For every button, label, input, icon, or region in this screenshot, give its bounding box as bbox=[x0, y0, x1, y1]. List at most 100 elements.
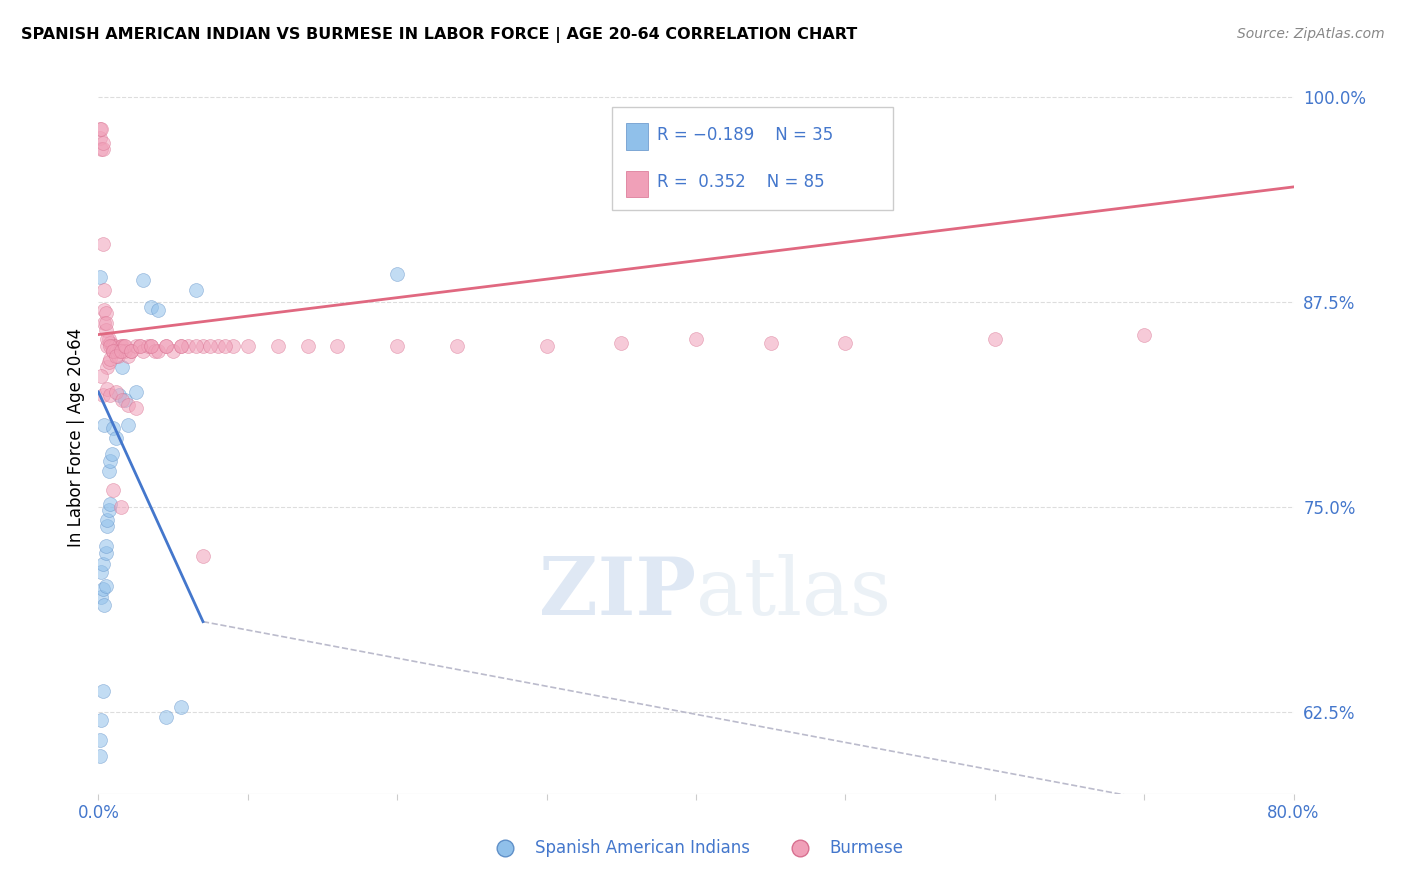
Point bbox=[214, 339, 236, 353]
Point bbox=[89, 122, 111, 136]
Point bbox=[129, 339, 152, 353]
Point bbox=[834, 335, 856, 350]
Point bbox=[111, 360, 134, 375]
Point bbox=[125, 401, 148, 416]
Point bbox=[132, 273, 155, 287]
Point bbox=[111, 339, 134, 353]
Point bbox=[191, 549, 214, 563]
Point bbox=[184, 339, 207, 353]
Text: R =  0.352    N = 85: R = 0.352 N = 85 bbox=[657, 173, 824, 191]
Point bbox=[385, 339, 409, 353]
Point bbox=[90, 590, 112, 604]
Point bbox=[98, 496, 122, 510]
Text: R = −0.189    N = 35: R = −0.189 N = 35 bbox=[657, 126, 832, 144]
Point bbox=[103, 339, 125, 353]
Point bbox=[97, 355, 120, 369]
Point bbox=[236, 339, 259, 353]
Point bbox=[114, 393, 136, 408]
Point bbox=[89, 732, 111, 747]
Point bbox=[110, 343, 132, 358]
Point bbox=[1133, 327, 1156, 342]
Point bbox=[120, 343, 142, 358]
Point bbox=[136, 339, 159, 353]
Point bbox=[184, 283, 207, 297]
Point bbox=[114, 343, 136, 358]
Point bbox=[148, 343, 170, 358]
Point bbox=[96, 382, 118, 396]
Point bbox=[143, 343, 166, 358]
Point bbox=[177, 339, 200, 353]
Point bbox=[91, 136, 114, 150]
Point bbox=[984, 333, 1007, 347]
Point bbox=[110, 339, 132, 353]
Point bbox=[90, 142, 112, 156]
Point bbox=[139, 300, 162, 314]
Point bbox=[90, 368, 112, 383]
Point bbox=[89, 749, 111, 764]
Point bbox=[96, 360, 118, 375]
Point bbox=[155, 339, 177, 353]
Point bbox=[148, 302, 170, 317]
Point bbox=[169, 339, 191, 353]
Point bbox=[93, 283, 115, 297]
Point bbox=[155, 339, 177, 353]
Point bbox=[93, 316, 115, 330]
Text: SPANISH AMERICAN INDIAN VS BURMESE IN LABOR FORCE | AGE 20-64 CORRELATION CHART: SPANISH AMERICAN INDIAN VS BURMESE IN LA… bbox=[21, 27, 858, 43]
Point bbox=[129, 339, 152, 353]
Point bbox=[94, 323, 117, 337]
Point bbox=[101, 447, 124, 461]
Point bbox=[117, 398, 139, 412]
Point bbox=[155, 710, 177, 724]
Point bbox=[326, 339, 349, 353]
Point bbox=[94, 578, 117, 592]
Point bbox=[91, 582, 114, 596]
Point bbox=[97, 333, 120, 347]
Y-axis label: In Labor Force | Age 20-64: In Labor Force | Age 20-64 bbox=[66, 327, 84, 547]
Point bbox=[132, 343, 155, 358]
Point bbox=[385, 267, 409, 281]
Point bbox=[98, 454, 122, 468]
Point bbox=[112, 339, 135, 353]
Point bbox=[169, 339, 191, 353]
Point bbox=[96, 339, 118, 353]
Point bbox=[91, 237, 114, 252]
Point bbox=[90, 122, 112, 136]
Point bbox=[103, 421, 125, 435]
Point bbox=[110, 500, 132, 514]
Point bbox=[207, 339, 229, 353]
Point bbox=[108, 343, 131, 358]
Point bbox=[200, 339, 222, 353]
Point bbox=[446, 339, 468, 353]
Point bbox=[222, 339, 245, 353]
Point bbox=[94, 316, 117, 330]
Point bbox=[191, 339, 214, 353]
Point bbox=[96, 333, 118, 347]
Point bbox=[111, 393, 134, 408]
Point bbox=[98, 335, 122, 350]
Point bbox=[105, 349, 128, 363]
Point bbox=[97, 464, 120, 478]
Point bbox=[93, 417, 115, 432]
Point bbox=[759, 335, 782, 350]
Point bbox=[107, 349, 129, 363]
Point bbox=[91, 683, 114, 698]
Point bbox=[139, 339, 162, 353]
Point bbox=[101, 339, 124, 353]
Point bbox=[96, 519, 118, 533]
Point bbox=[297, 339, 319, 353]
Point bbox=[105, 431, 128, 445]
Point bbox=[162, 343, 184, 358]
Point bbox=[114, 339, 136, 353]
Point bbox=[139, 339, 162, 353]
Point bbox=[96, 513, 118, 527]
Point bbox=[98, 352, 122, 367]
Text: Source: ZipAtlas.com: Source: ZipAtlas.com bbox=[1237, 27, 1385, 41]
Point bbox=[125, 339, 148, 353]
Point bbox=[94, 539, 117, 553]
Point bbox=[91, 558, 114, 572]
Point bbox=[91, 142, 114, 156]
Text: atlas: atlas bbox=[696, 554, 891, 632]
Point bbox=[98, 388, 122, 402]
Point bbox=[103, 343, 125, 358]
Point bbox=[90, 566, 112, 580]
